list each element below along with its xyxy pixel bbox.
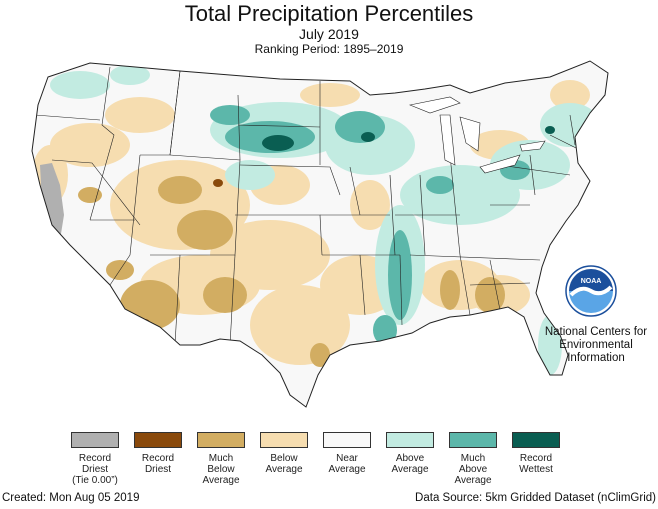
percentile-regions	[32, 65, 600, 375]
legend-swatch	[386, 432, 434, 448]
map-subtitle: July 2019	[299, 26, 359, 42]
legend-label: Much Above Average	[454, 453, 492, 486]
legend-item-above-average: Above Average	[375, 432, 445, 475]
legend-swatch	[260, 432, 308, 448]
great-lakes	[408, 96, 546, 174]
data-source: Data Source: 5km Gridded Dataset (nClimG…	[415, 492, 656, 504]
agency-line-1: National Centers for	[544, 326, 648, 338]
legend-swatch	[323, 432, 371, 448]
legend-swatch	[512, 432, 560, 448]
legend-item-record-driest-tie: Record Driest (Tie 0.00”)	[60, 432, 130, 486]
agency-line-2: Environmental	[559, 339, 633, 351]
legend-item-record-driest: Record Driest	[123, 432, 193, 475]
agency-line-3: Information	[567, 352, 625, 364]
legend-label: Above Average	[391, 453, 429, 475]
legend-item-much-below-average: Much Below Average	[186, 432, 256, 486]
legend-label: Record Driest	[141, 453, 175, 475]
precipitation-map	[30, 55, 630, 425]
ranking-period: Ranking Period: 1895–2019	[254, 42, 404, 56]
legend-item-near-average: Near Average	[312, 432, 382, 475]
legend-label: Much Below Average	[202, 453, 240, 486]
legend-swatch	[71, 432, 119, 448]
legend-item-record-wettest: Record Wettest	[501, 432, 571, 475]
legend-swatch	[197, 432, 245, 448]
legend-item-much-above-average: Much Above Average	[438, 432, 508, 486]
svg-text:NOAA: NOAA	[581, 278, 602, 285]
us-map-svg	[31, 60, 609, 408]
legend-swatch	[449, 432, 497, 448]
created-date: Created: Mon Aug 05 2019	[2, 492, 140, 504]
legend-label: Near Average	[328, 453, 366, 475]
map-title: Total Precipitation Percentiles	[184, 1, 474, 26]
legend-label: Record Driest (Tie 0.00”)	[72, 453, 118, 486]
legend: Record Driest (Tie 0.00”) Record Driest Muc…	[0, 432, 658, 492]
legend-item-below-average: Below Average	[249, 432, 319, 475]
legend-label: Record Wettest	[519, 453, 553, 475]
noaa-logo-icon: NOAA	[565, 265, 617, 317]
legend-label: Below Average	[265, 453, 303, 475]
agency-name: National Centers for Environmental Infor…	[544, 326, 648, 365]
legend-swatch	[134, 432, 182, 448]
